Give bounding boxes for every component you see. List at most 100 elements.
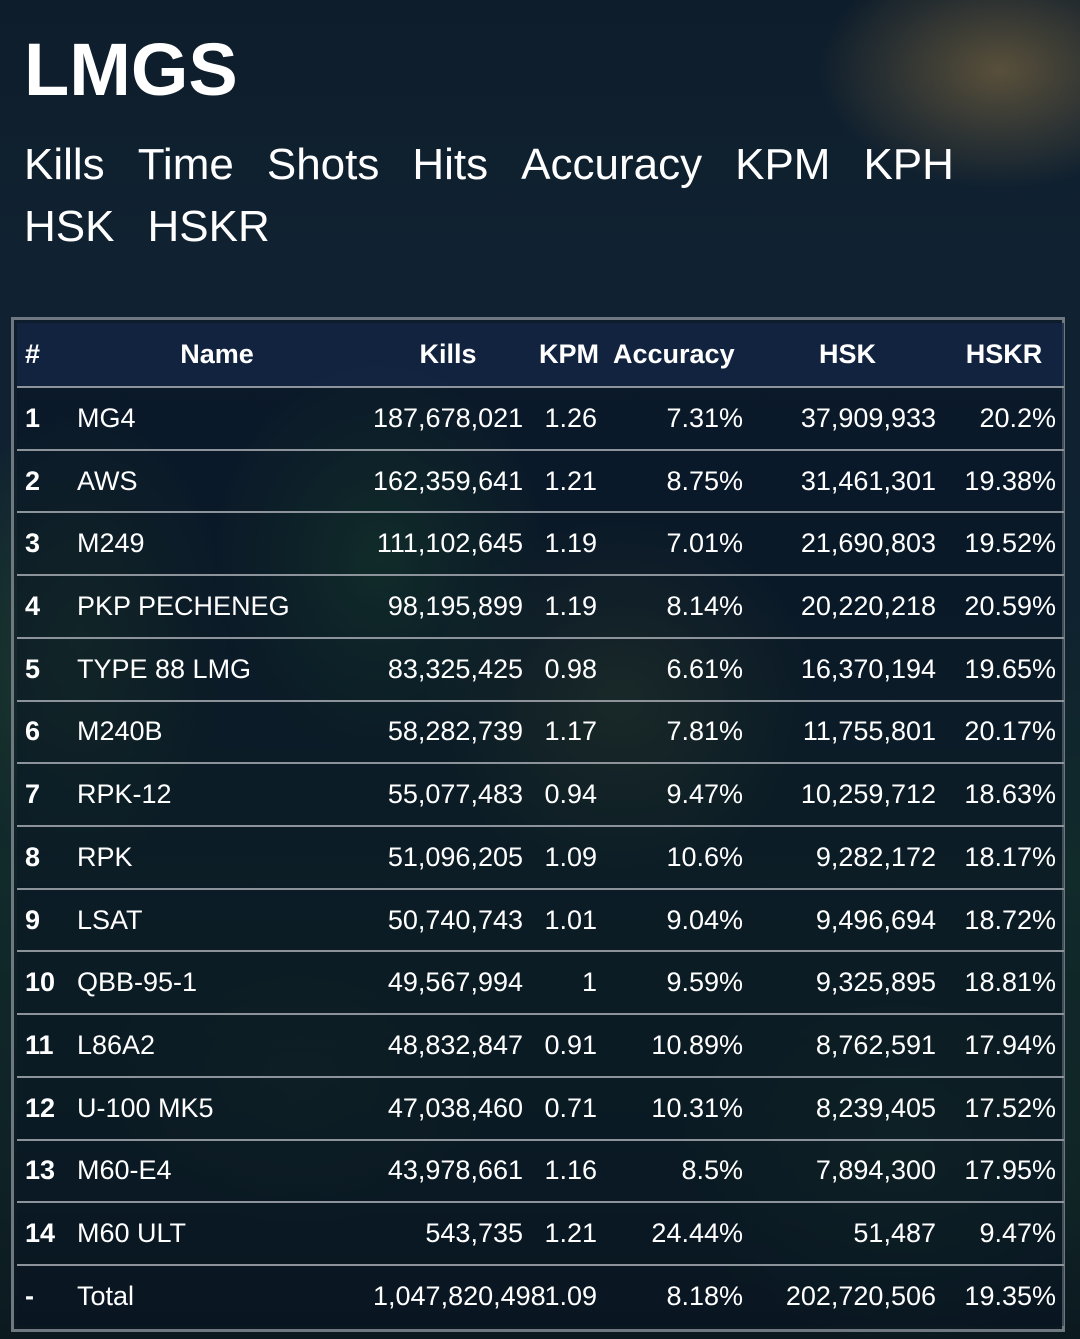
cell-rank: 8 <box>17 826 69 890</box>
cell-hsk: 8,762,591 <box>751 1014 944 1078</box>
table-row: 5 TYPE 88 LMG 83,325,425 0.98 6.61% 16,370,19… <box>17 637 1064 702</box>
cell-hskr: 17.95% <box>944 1139 1064 1204</box>
cell-hsk: 21,690,803 <box>751 512 944 577</box>
cell-hsk: 9,496,694 <box>751 888 944 953</box>
header-hskr: HSKR <box>944 323 1064 388</box>
cell-kpm: 1.17 <box>531 700 605 765</box>
cell-kpm: 1.09 <box>531 826 605 890</box>
cell-name: TYPE 88 LMG <box>69 637 365 702</box>
cell-name: MG4 <box>69 387 365 451</box>
table-total-row: - Total 1,047,820,498 1.09 8.18% 202,720,506 1… <box>17 1265 1064 1326</box>
cell-hskr: 9.47% <box>944 1202 1064 1267</box>
cell-hskr: 18.72% <box>944 888 1064 953</box>
cell-kills: 43,978,661 <box>365 1139 531 1204</box>
cell-accuracy: 6.61% <box>605 637 751 702</box>
cell-kills: 47,038,460 <box>365 1076 531 1141</box>
cell-rank: 7 <box>17 763 69 828</box>
cell-hskr: 17.52% <box>944 1076 1064 1141</box>
cell-hskr: 18.81% <box>944 951 1064 1016</box>
cell-accuracy: 8.75% <box>605 449 751 514</box>
cell-accuracy: 24.44% <box>605 1202 751 1267</box>
header-hsk: HSK <box>751 323 944 388</box>
page-header: LMGS Kills Time Shots Hits Accuracy KPM … <box>24 28 1044 252</box>
cell-hsk: 10,259,712 <box>751 763 944 828</box>
nav-link-kph[interactable]: KPH <box>863 140 954 189</box>
cell-kills: 1,047,820,498 <box>373 1280 546 1311</box>
nav-link-hskr[interactable]: HSKR <box>147 202 270 251</box>
cell-kills: 58,282,739 <box>365 700 531 765</box>
cell-kpm: 1.01 <box>531 888 605 953</box>
cell-kills: 55,077,483 <box>365 763 531 828</box>
table-row: 10 QBB-95-1 49,567,994 1 9.59% 9,325,895 18.81… <box>17 951 1064 1016</box>
cell-rank: 13 <box>17 1139 69 1204</box>
cell-rank: 1 <box>17 387 69 451</box>
table-row: 12 U-100 MK5 47,038,460 0.71 10.31% 8,239,405… <box>17 1076 1064 1141</box>
cell-rank: 3 <box>17 512 69 577</box>
table-row: 2 AWS 162,359,641 1.21 8.75% 31,461,301 19.38% <box>17 449 1064 514</box>
table-row: 4 PKP PECHENEG 98,195,899 1.19 8.14% 20,220,2… <box>17 575 1064 639</box>
cell-hskr: 17.94% <box>944 1014 1064 1078</box>
cell-hsk: 31,461,301 <box>751 449 944 514</box>
nav-link-kills[interactable]: Kills <box>24 140 105 189</box>
cell-name: RPK <box>69 826 365 890</box>
table-row: 14 M60 ULT 543,735 1.21 24.44% 51,487 9.47% <box>17 1202 1064 1267</box>
table-row: 8 RPK 51,096,205 1.09 10.6% 9,282,172 18.17% <box>17 826 1064 890</box>
cell-name: U-100 MK5 <box>69 1076 365 1141</box>
header-accuracy: Accuracy <box>605 323 751 388</box>
cell-kills: 543,735 <box>365 1202 531 1267</box>
stats-table-container: # Name Kills KPM Accuracy HSK HSKR 1 MG4 1… <box>11 317 1065 1332</box>
table-body: 1 MG4 187,678,021 1.26 7.31% 37,909,933 20.2% 2… <box>17 387 1064 1326</box>
cell-name: QBB-95-1 <box>69 951 365 1016</box>
cell-kpm: 1 <box>531 951 605 1016</box>
cell-hskr: 19.65% <box>944 637 1064 702</box>
cell-hsk: 11,755,801 <box>751 700 944 765</box>
cell-name: Total <box>77 1280 135 1311</box>
cell-rank: 6 <box>17 700 69 765</box>
cell-accuracy: 10.31% <box>605 1076 751 1141</box>
cell-accuracy: 9.04% <box>605 888 751 953</box>
cell-rank: 12 <box>17 1076 69 1141</box>
cell-kpm: 1.21 <box>531 1202 605 1267</box>
cell-kpm: 0.94 <box>531 763 605 828</box>
table-row: 13 M60-E4 43,978,661 1.16 8.5% 7,894,300 17.95… <box>17 1139 1064 1204</box>
cell-name: M60-E4 <box>69 1139 365 1204</box>
cell-hskr: 19.35% <box>964 1280 1056 1311</box>
nav-link-shots[interactable]: Shots <box>266 140 380 189</box>
cell-hsk: 7,894,300 <box>751 1139 944 1204</box>
cell-hskr: 18.17% <box>944 826 1064 890</box>
cell-kpm: 1.19 <box>531 575 605 639</box>
cell-hsk: 16,370,194 <box>751 637 944 702</box>
cell-accuracy: 7.31% <box>605 387 751 451</box>
cell-rank: 14 <box>17 1202 69 1267</box>
cell-accuracy: 9.47% <box>605 763 751 828</box>
cell-hskr: 20.17% <box>944 700 1064 765</box>
cell-name: AWS <box>69 449 365 514</box>
nav-link-hits[interactable]: Hits <box>412 140 489 189</box>
cell-name: M240B <box>69 700 365 765</box>
nav-link-time[interactable]: Time <box>137 140 234 189</box>
table-row: 3 M249 111,102,645 1.19 7.01% 21,690,803 19.52… <box>17 512 1064 577</box>
cell-rank: 9 <box>17 888 69 953</box>
cell-kpm: 1.16 <box>531 1139 605 1204</box>
nav-link-kpm[interactable]: KPM <box>735 140 831 189</box>
cell-accuracy: 8.18% <box>666 1280 743 1311</box>
cell-hsk: 9,325,895 <box>751 951 944 1016</box>
nav-link-accuracy[interactable]: Accuracy <box>521 140 703 189</box>
cell-rank: 5 <box>17 637 69 702</box>
cell-hsk: 9,282,172 <box>751 826 944 890</box>
page-title: LMGS <box>24 28 238 111</box>
cell-name: M60 ULT <box>69 1202 365 1267</box>
table-row: 6 M240B 58,282,739 1.17 7.81% 11,755,801 20.17… <box>17 700 1064 765</box>
cell-hsk: 8,239,405 <box>751 1076 944 1141</box>
cell-kills: 49,567,994 <box>365 951 531 1016</box>
cell-accuracy: 7.01% <box>605 512 751 577</box>
cell-hsk: 20,220,218 <box>751 575 944 639</box>
nav-link-hsk[interactable]: HSK <box>24 202 115 251</box>
cell-rank: 10 <box>17 951 69 1016</box>
cell-kills: 98,195,899 <box>365 575 531 639</box>
cell-accuracy: 9.59% <box>605 951 751 1016</box>
cell-kills: 111,102,645 <box>365 512 531 577</box>
cell-name: RPK-12 <box>69 763 365 828</box>
cell-rank: - <box>25 1280 34 1311</box>
cell-kpm: 0.71 <box>531 1076 605 1141</box>
